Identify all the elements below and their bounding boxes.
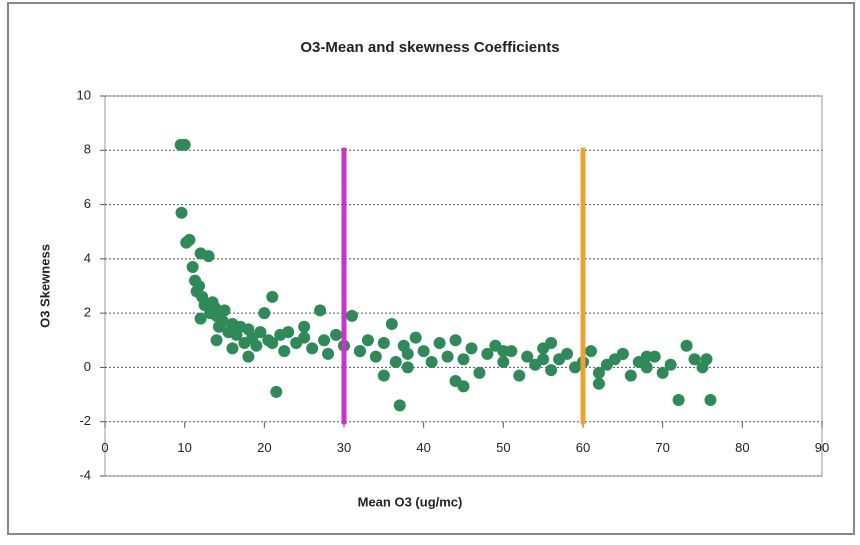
point <box>202 250 215 263</box>
point <box>441 350 454 363</box>
point <box>640 361 653 374</box>
point <box>330 328 343 341</box>
y-tick-label: -2 <box>79 413 91 428</box>
point <box>393 399 406 412</box>
point <box>377 337 390 349</box>
x-tick-label: 10 <box>177 440 191 455</box>
y-tick-label: 6 <box>84 196 91 211</box>
point <box>545 337 558 349</box>
point <box>216 315 229 328</box>
point <box>226 342 239 355</box>
y-tick-label: 2 <box>84 305 91 320</box>
point <box>545 364 558 377</box>
point <box>314 304 327 317</box>
point <box>186 261 199 273</box>
point <box>672 394 685 406</box>
point <box>401 361 414 374</box>
point <box>266 290 279 303</box>
point <box>561 347 574 360</box>
point <box>322 347 335 360</box>
point <box>473 366 486 379</box>
point <box>425 356 438 368</box>
plot-area <box>104 95 823 477</box>
chart-title: O3-Mean and skewness Coefficients <box>300 39 559 56</box>
y-tick-label: 10 <box>77 87 91 102</box>
point <box>258 307 271 320</box>
point <box>270 385 283 398</box>
point <box>433 337 446 349</box>
y-tick-label: 0 <box>84 359 91 374</box>
point <box>178 138 191 151</box>
x-tick-label: 70 <box>655 440 669 455</box>
x-tick-label: 80 <box>735 440 749 455</box>
point <box>537 353 550 366</box>
point <box>457 353 470 366</box>
point <box>278 345 291 358</box>
point <box>457 380 470 393</box>
point <box>680 339 693 352</box>
point <box>584 345 597 358</box>
x-tick-label: 20 <box>257 440 271 455</box>
point <box>656 366 669 379</box>
point <box>183 233 196 246</box>
point <box>616 347 629 360</box>
point <box>193 280 206 292</box>
point <box>298 331 311 344</box>
point <box>624 369 637 382</box>
point <box>242 350 255 363</box>
point <box>497 356 510 368</box>
point <box>345 309 358 322</box>
point <box>377 369 390 382</box>
point <box>353 345 366 358</box>
y-tick-label: 4 <box>84 250 91 265</box>
point <box>282 326 295 339</box>
point <box>700 353 713 366</box>
point <box>266 337 279 349</box>
x-tick-label: 90 <box>815 440 829 455</box>
point <box>208 301 221 314</box>
point <box>250 339 263 352</box>
x-tick-label: 60 <box>576 440 590 455</box>
x-tick-label: 30 <box>337 440 351 455</box>
point <box>175 206 188 219</box>
point <box>417 345 430 358</box>
point <box>592 366 605 379</box>
point <box>298 320 311 333</box>
x-tick-label: 0 <box>101 440 108 455</box>
y-tick-label: -4 <box>79 467 91 482</box>
point <box>409 331 422 344</box>
point <box>497 345 510 358</box>
point <box>218 304 231 317</box>
point <box>401 347 414 360</box>
point <box>704 394 717 406</box>
point <box>688 353 701 366</box>
point <box>210 334 223 347</box>
point <box>306 342 319 355</box>
point <box>389 356 402 368</box>
point <box>194 312 207 325</box>
y-axis-title: O3 Skewness <box>37 244 52 328</box>
point <box>481 347 494 360</box>
point <box>513 369 526 382</box>
point <box>640 350 653 363</box>
y-tick-label: 8 <box>84 142 91 157</box>
point <box>521 350 534 363</box>
point <box>318 334 331 347</box>
point <box>465 342 478 355</box>
point <box>592 377 605 390</box>
point <box>361 334 374 347</box>
x-tick-label: 50 <box>496 440 510 455</box>
point <box>664 358 677 371</box>
point <box>254 326 267 339</box>
point <box>369 350 382 363</box>
point <box>385 318 398 330</box>
x-tick-label: 40 <box>416 440 430 455</box>
point <box>449 334 462 347</box>
x-axis-title: Mean O3 (ug/mc) <box>358 494 463 509</box>
